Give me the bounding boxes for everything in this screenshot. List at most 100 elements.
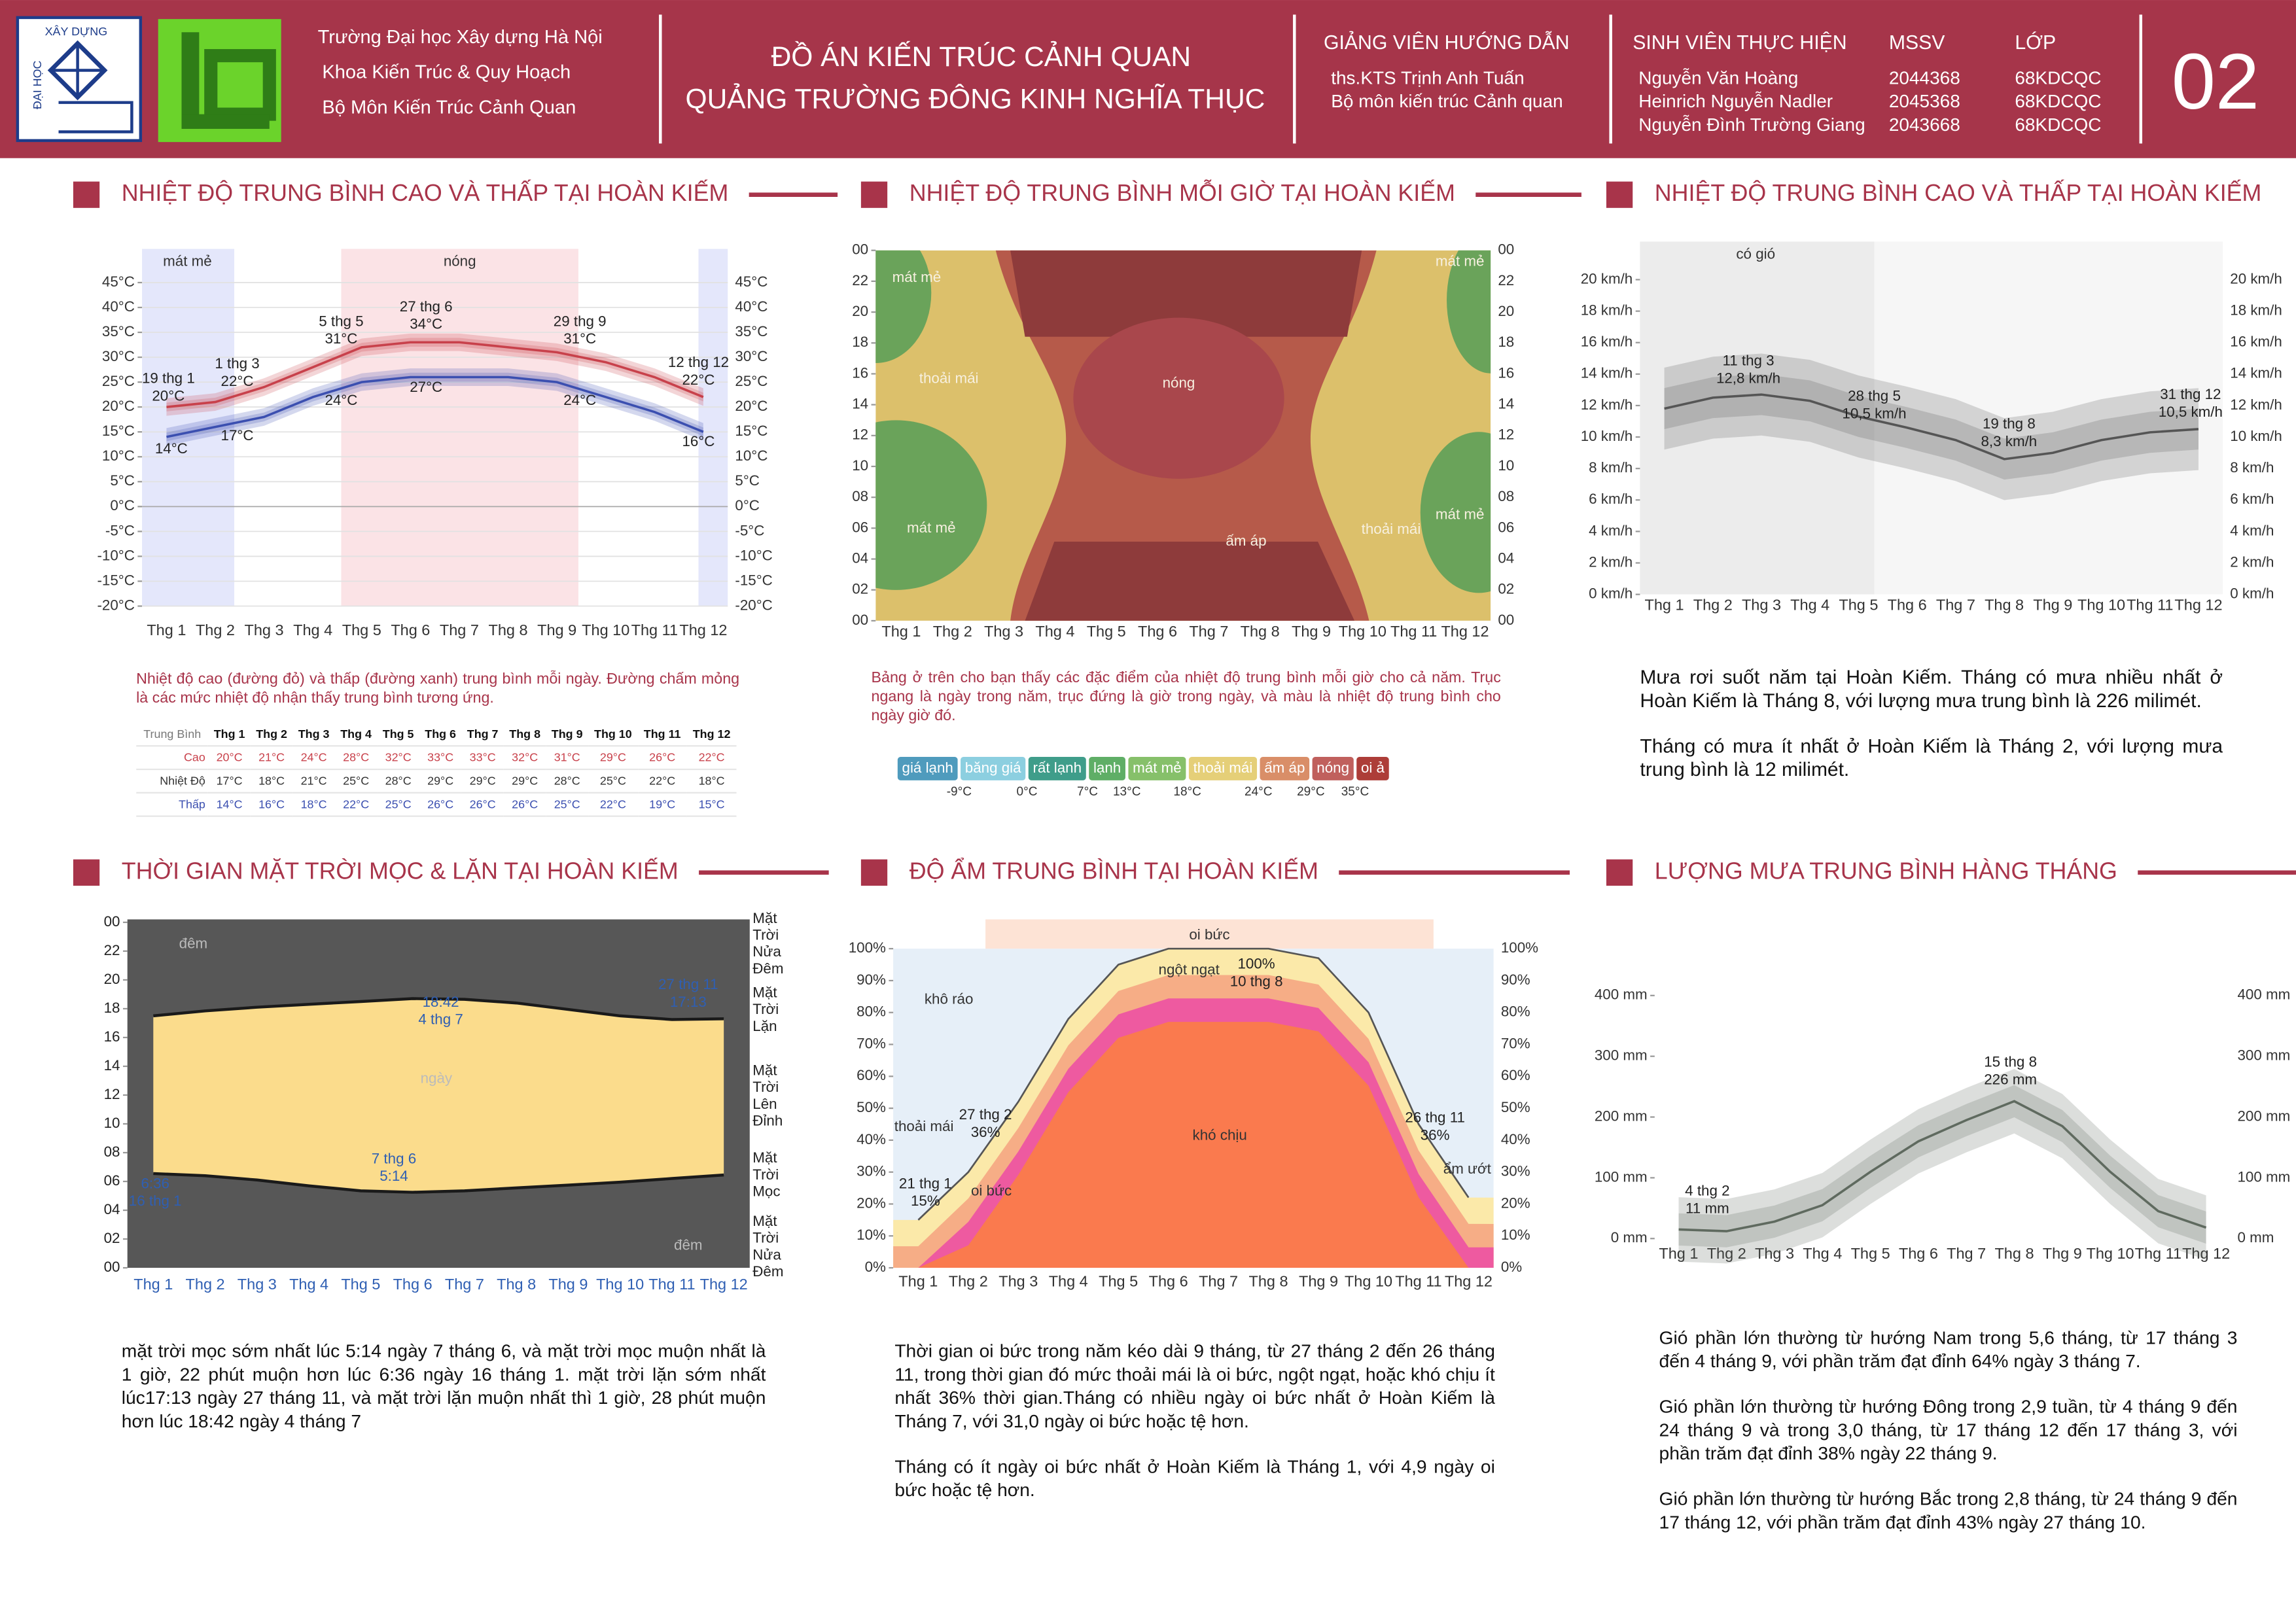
y-tick-label: 18 bbox=[104, 1000, 120, 1016]
windy-zone bbox=[1640, 241, 1875, 595]
paragraph: Thời gian oi bức trong năm kéo dài 9 thá… bbox=[894, 1340, 1495, 1432]
table-cell: Nhiệt Độ bbox=[136, 769, 209, 794]
x-tick-label: Thg 11 bbox=[2127, 597, 2173, 614]
y-tick-label: 4 km/h bbox=[2230, 522, 2274, 538]
table-cell: 29°C bbox=[503, 769, 546, 794]
y-tick-label: 100% bbox=[1501, 939, 1538, 956]
y-tick-label: 00 bbox=[1498, 612, 1514, 628]
section-marker bbox=[73, 181, 100, 208]
x-tick-label: Thg 12 bbox=[700, 1276, 748, 1293]
table-cell: 25°C bbox=[377, 792, 419, 817]
right-label: Đỉnh bbox=[752, 1113, 783, 1129]
table-cell: 22°C bbox=[686, 746, 737, 771]
y-tick-label: 40°C bbox=[102, 298, 135, 315]
y-tick-label: 20°C bbox=[102, 398, 135, 414]
table-header: Thg 1 bbox=[208, 723, 251, 747]
y-tick-label: 22 bbox=[852, 272, 868, 288]
callout: 5:14 bbox=[380, 1168, 408, 1184]
y-tick-label: 10 km/h bbox=[2230, 428, 2282, 444]
y-tick-label: 20% bbox=[1501, 1195, 1530, 1211]
section-title: NHIỆT ĐỘ TRUNG BÌNH CAO VÀ THẤP TẠI HOÀN… bbox=[1655, 180, 2262, 206]
y-tick-label: 16 km/h bbox=[1581, 334, 1633, 350]
y-tick-label: 8 km/h bbox=[1589, 459, 1633, 476]
x-tick-label: Thg 5 bbox=[1839, 597, 1878, 614]
table-cell: 21°C bbox=[292, 769, 335, 794]
paragraph: Tháng có mưa ít nhất ở Hoàn Kiếm là Thán… bbox=[1640, 735, 2223, 780]
callout: 21 thg 1 bbox=[899, 1175, 952, 1191]
callout: 27 thg 11 bbox=[658, 976, 718, 992]
table-cell: Thấp bbox=[136, 792, 209, 817]
zone-label: ấm áp bbox=[1226, 532, 1266, 549]
callout: 12,8 km/h bbox=[1716, 370, 1780, 387]
y-tick-label: 0 mm bbox=[1611, 1229, 1648, 1246]
header-bg bbox=[0, 0, 2296, 158]
zone-label: đêm bbox=[674, 1236, 703, 1253]
legend-threshold: 0°C bbox=[1017, 785, 1038, 799]
callout: 100% bbox=[1238, 956, 1275, 972]
y-tick-label: 90% bbox=[857, 971, 886, 988]
y-tick-label: 04 bbox=[852, 550, 868, 566]
x-tick-label: Thg 11 bbox=[2135, 1245, 2181, 1262]
x-tick-label: Thg 2 bbox=[933, 623, 972, 640]
right-label: Nửa bbox=[752, 1246, 781, 1263]
legend-swatch bbox=[1188, 757, 1258, 780]
x-tick-label: Thg 6 bbox=[391, 621, 430, 638]
instructor-heading: GIẢNG VIÊN HƯỚNG DẪN bbox=[1324, 31, 1570, 54]
x-tick-label: Thg 3 bbox=[998, 1273, 1038, 1290]
table-row: Trung Bình Thg 1 Thg 2 Thg 3 Thg 4 Thg 5 Thg 6… bbox=[136, 723, 737, 747]
y-tick-label: 50% bbox=[857, 1099, 886, 1115]
callout: 27°C bbox=[410, 379, 442, 395]
table-header: Thg 5 bbox=[377, 723, 419, 747]
table-cell: 26°C bbox=[419, 792, 462, 817]
table-cell: 29°C bbox=[588, 746, 638, 771]
y-tick-label: 5°C bbox=[735, 472, 760, 489]
x-tick-label: Thg 3 bbox=[984, 623, 1023, 640]
table-row: Nhiệt Độ 17°C 18°C 21°C 25°C 28°C 29°C 29°C 29°C… bbox=[136, 769, 737, 794]
right-label: Lặn bbox=[752, 1018, 777, 1034]
zone-label: mát mẻ bbox=[892, 269, 942, 285]
logo-xd: XÂY DỰNG ĐẠI HỌC bbox=[16, 16, 143, 143]
text-box: Nhiệt độ cao (đường đỏ) và thấp (đường x… bbox=[136, 671, 739, 708]
x-tick-label: Thg 6 bbox=[1149, 1273, 1188, 1290]
y-tick-label: 300 mm bbox=[1595, 1047, 1648, 1064]
y-tick-label: 18 km/h bbox=[1581, 302, 1633, 318]
table-cell: 22°C bbox=[637, 769, 687, 794]
y-tick-label: 20 bbox=[1498, 303, 1514, 319]
callout: 36% bbox=[1421, 1127, 1450, 1143]
table-row: Thấp 14°C 16°C 18°C 22°C 25°C 26°C 26°C 26°C 25°C… bbox=[136, 792, 737, 817]
section-title: NHIỆT ĐỘ TRUNG BÌNH CAO VÀ THẤP TẠI HOÀN… bbox=[122, 180, 729, 206]
x-tick-label: Thg 4 bbox=[1803, 1245, 1842, 1262]
y-tick-label: 00 bbox=[104, 913, 120, 930]
y-tick-label: 20 bbox=[852, 303, 868, 319]
y-tick-label: -20°C bbox=[735, 597, 772, 613]
students-heading: LỚP bbox=[2015, 32, 2056, 54]
callout: 31°C bbox=[563, 330, 596, 347]
callout: 10,5 km/h bbox=[1842, 405, 1906, 421]
zone-label: nóng bbox=[1163, 374, 1195, 391]
table-row: Cao 20°C 21°C 24°C 28°C 32°C 33°C 33°C 32°C 31°C 2… bbox=[136, 746, 737, 771]
table-cell: 18°C bbox=[250, 769, 293, 794]
legend-swatch bbox=[1260, 757, 1310, 780]
faculty: Khoa Kiến Trúc & Quy Hoạch bbox=[322, 62, 571, 83]
table-cell: 17°C bbox=[208, 769, 251, 794]
x-tick-label: Thg 6 bbox=[1138, 623, 1177, 640]
zone-label: mát mẻ bbox=[1436, 253, 1485, 270]
x-tick-label: Thg 10 bbox=[2087, 1245, 2134, 1262]
y-tick-label: 00 bbox=[852, 241, 868, 258]
right-label: Mặt bbox=[752, 1213, 777, 1229]
text-block: Thời gian oi bức trong năm kéo dài 9 thá… bbox=[894, 1340, 1495, 1501]
section-marker bbox=[73, 859, 100, 886]
text-block: Bảng ở trên cho bạn thấy các đặc điểm củ… bbox=[872, 671, 1501, 725]
y-tick-label: 18 bbox=[852, 334, 868, 350]
y-tick-label: 20°C bbox=[735, 398, 768, 414]
callout: 7 thg 6 bbox=[372, 1150, 416, 1166]
table-header: Trung Bình bbox=[136, 723, 209, 747]
callout: 15 thg 8 bbox=[1984, 1054, 2037, 1070]
callout: 31°C bbox=[325, 330, 357, 347]
legend-threshold: 18°C bbox=[1173, 785, 1201, 799]
table-cell: 33°C bbox=[419, 746, 462, 771]
x-tick-label: Thg 10 bbox=[2077, 597, 2125, 614]
table-header: Thg 3 bbox=[292, 723, 335, 747]
y-tick-label: 00 bbox=[852, 612, 868, 628]
